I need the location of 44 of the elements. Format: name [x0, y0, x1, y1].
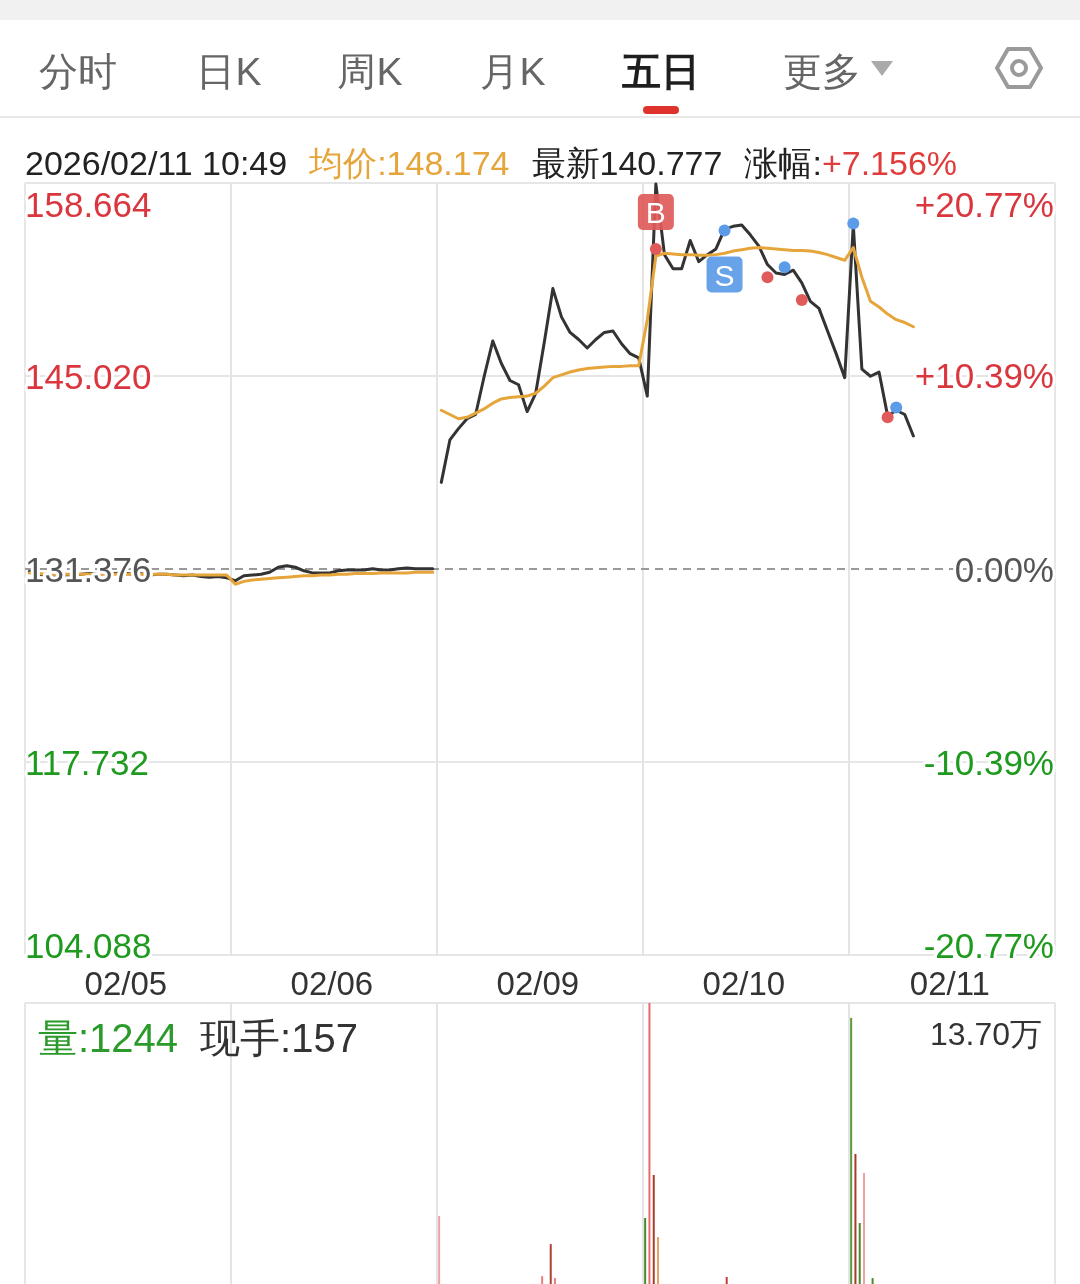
- y-tick-label: 117.732: [25, 742, 149, 782]
- y2-tick-label: 0.00%: [954, 549, 1054, 589]
- bar: [657, 1237, 660, 1284]
- x-tick-label: 02/06: [290, 965, 374, 1002]
- bar: [863, 1173, 866, 1284]
- bar: [871, 1278, 874, 1284]
- bar: [725, 1276, 728, 1284]
- text: 日K: [196, 50, 262, 93]
- bar: [541, 1276, 544, 1284]
- data-label: S: [714, 258, 735, 292]
- text: 涨幅:: [744, 144, 822, 182]
- bar: [652, 1174, 655, 1284]
- bar: [644, 1217, 647, 1284]
- data-label: B: [645, 195, 666, 229]
- y2-tick-label: +10.39%: [914, 356, 1054, 396]
- x-tick-label: 02/05: [84, 965, 168, 1002]
- x-tick-label: 02/09: [496, 965, 580, 1002]
- text: 最新140.777: [531, 144, 723, 182]
- annotation: 量:1244: [38, 1016, 179, 1060]
- text: 分时: [39, 50, 117, 93]
- text: 周K: [337, 50, 403, 93]
- text: 2026/02/11 10:49: [25, 144, 288, 182]
- x-tick-label: 02/10: [702, 965, 786, 1002]
- y2-tick-label: -10.39%: [923, 742, 1054, 782]
- bar: [648, 1003, 651, 1284]
- y-tick-label: 104.088: [25, 926, 152, 965]
- bar: [850, 1017, 853, 1284]
- bar: [438, 1216, 441, 1284]
- annotation: 13.70万: [929, 1016, 1042, 1052]
- annotation: 现手:157: [200, 1016, 358, 1060]
- text: 均价:148.174: [308, 144, 510, 182]
- y2-tick-label: +20.77%: [914, 185, 1054, 224]
- y-tick-label: 158.664: [25, 185, 152, 224]
- text: 五日: [621, 50, 700, 93]
- bar: [549, 1244, 552, 1284]
- text: 更多: [783, 50, 861, 93]
- y-tick-label: 145.020: [25, 356, 152, 396]
- bar: [854, 1153, 857, 1284]
- y2-tick-label: -20.77%: [923, 926, 1054, 965]
- bar: [858, 1223, 861, 1284]
- bar: [554, 1278, 557, 1284]
- text: +7.156%: [821, 144, 958, 182]
- text: 月K: [480, 50, 546, 93]
- x-tick-label: 02/11: [909, 965, 990, 1002]
